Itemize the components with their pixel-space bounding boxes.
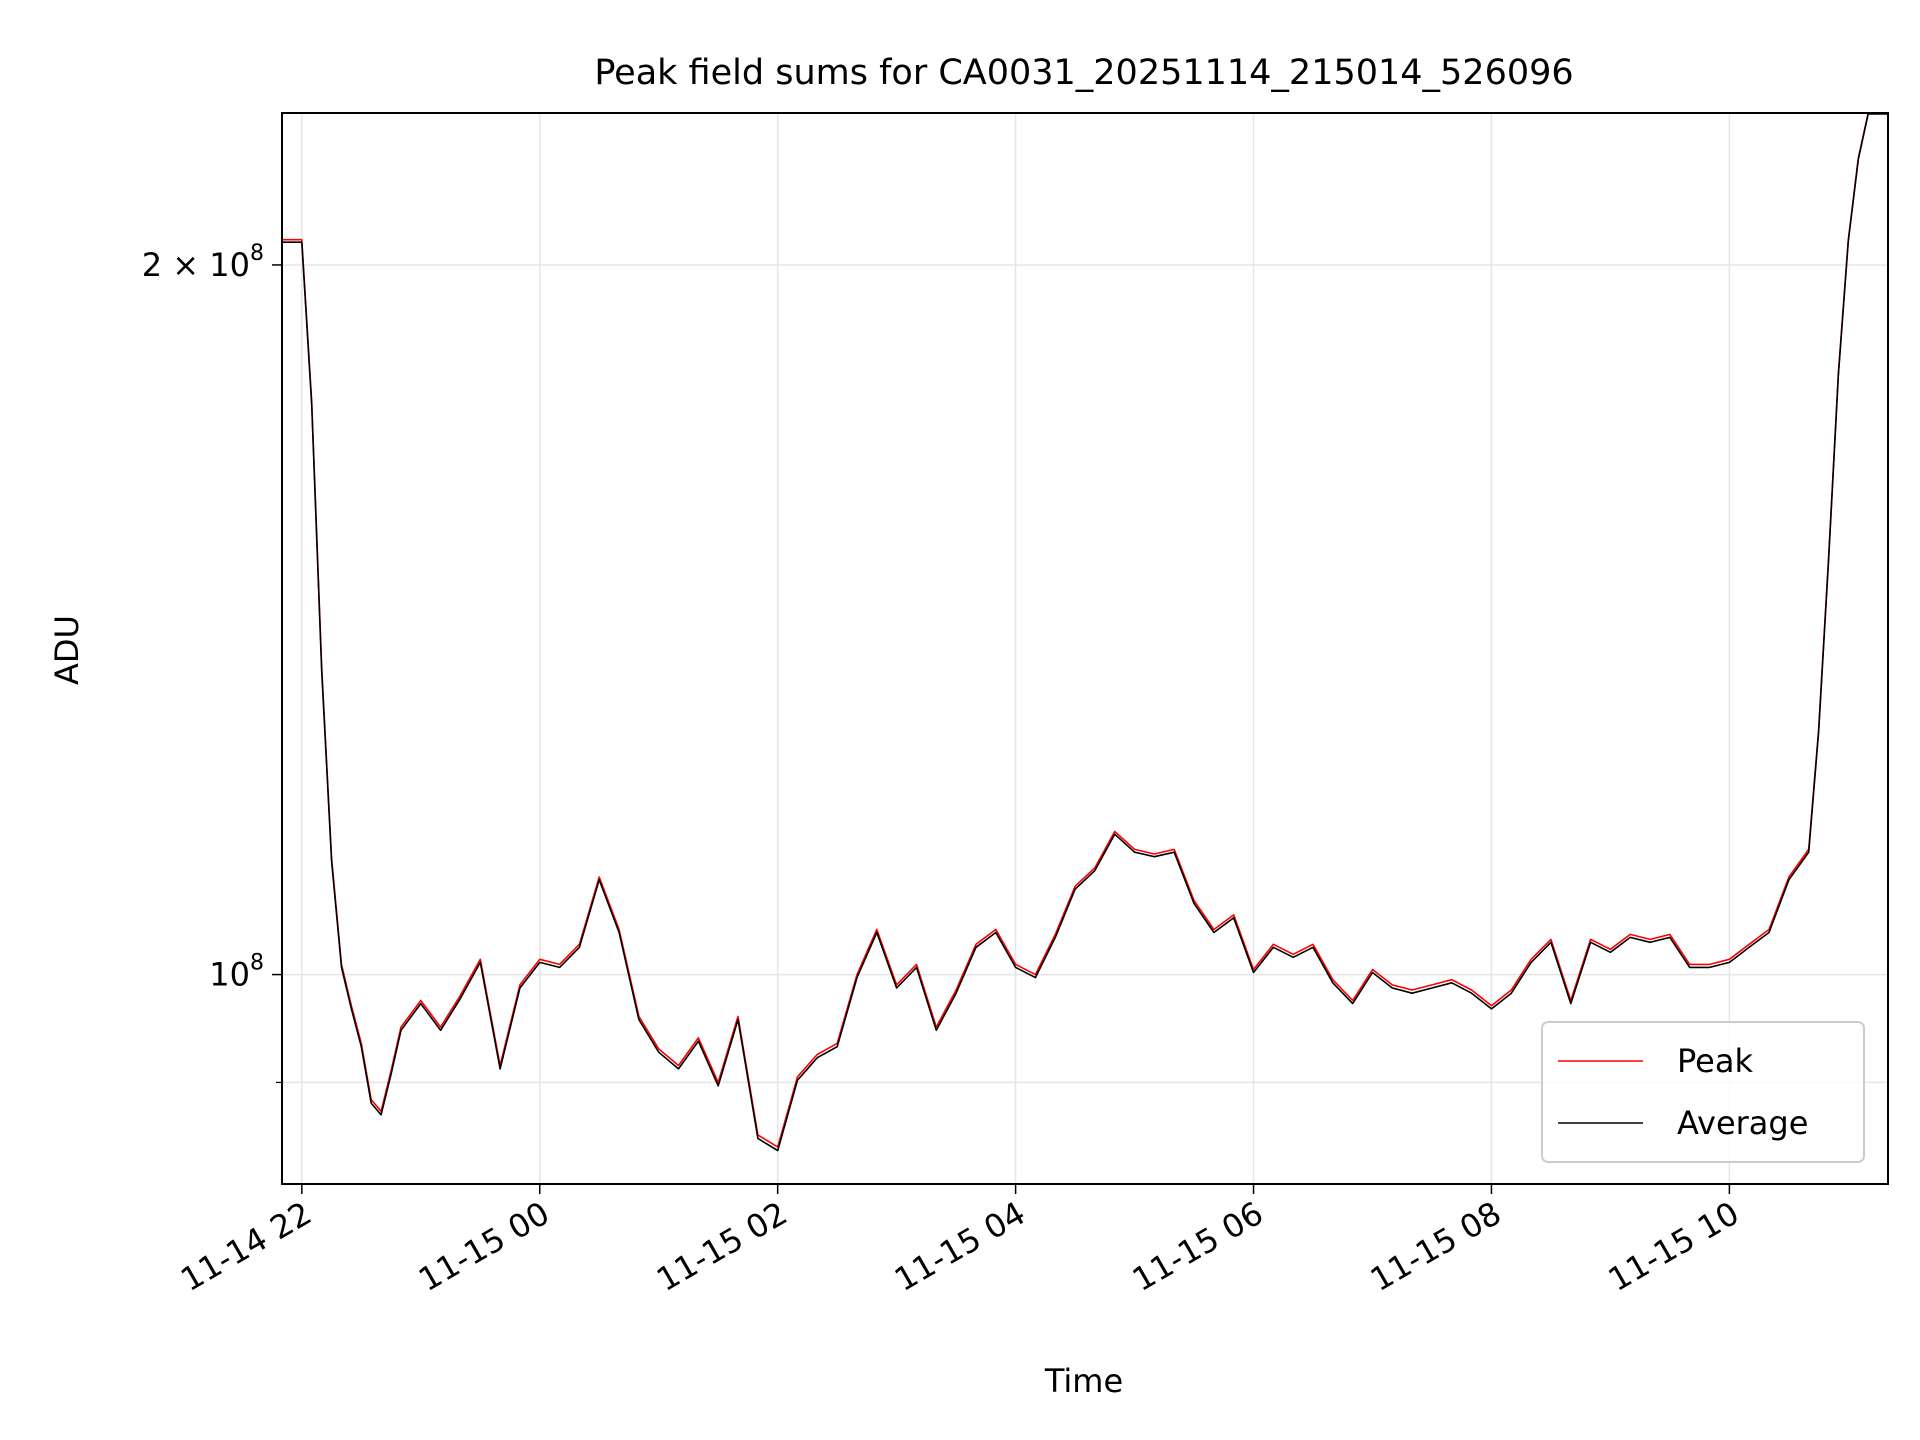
y-tick-label: 2 × 108	[142, 241, 264, 284]
legend-label-average: Average	[1677, 1104, 1808, 1142]
series-line-average	[282, 113, 1888, 1152]
x-axis-label: Time	[1044, 1362, 1123, 1400]
legend-label-peak: Peak	[1677, 1042, 1753, 1080]
legend: Peak Average	[1541, 1021, 1865, 1163]
chart-title: Peak field sums for CA0031_20251114_2150…	[594, 53, 1573, 93]
series-lines	[282, 112, 1888, 1152]
legend-box	[1541, 1021, 1865, 1163]
series-line-peak	[282, 112, 1888, 1148]
plot-area-frame	[281, 112, 1889, 1185]
y-axis-label: ADU	[48, 615, 86, 685]
